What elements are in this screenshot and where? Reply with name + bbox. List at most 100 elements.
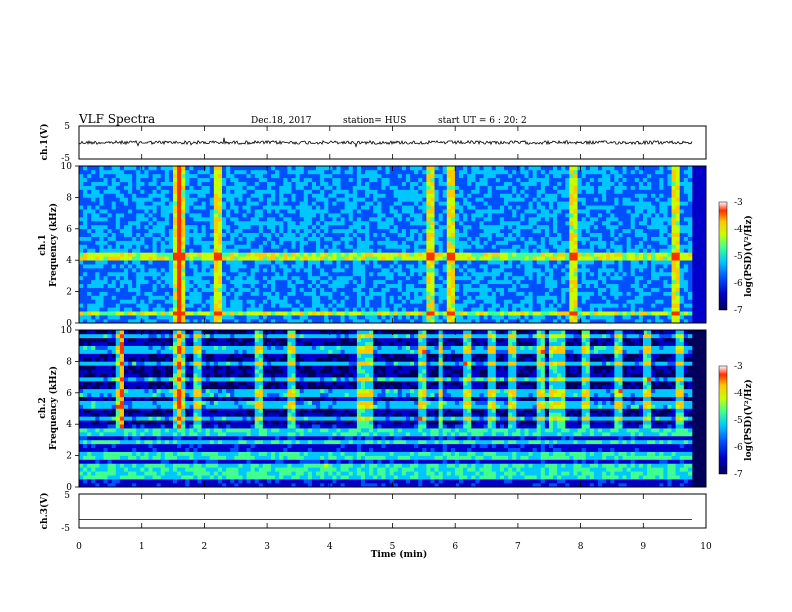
spectrogram-cell — [426, 205, 431, 210]
spectrogram-cell — [250, 264, 256, 269]
spectrogram-cell — [487, 311, 493, 316]
spectrogram-cell — [87, 287, 92, 292]
spectrogram-cell — [426, 177, 431, 182]
spectrogram-cell — [442, 205, 448, 210]
spectrogram-cell — [381, 173, 386, 179]
spectrogram-cell — [156, 319, 162, 323]
spectrogram-cell — [258, 193, 264, 198]
spectrogram-cell — [287, 193, 292, 198]
spectrogram-cell — [140, 205, 145, 210]
spectrogram-cell — [393, 173, 399, 179]
spectrogram-cell — [369, 220, 374, 226]
spectrogram-cell — [557, 319, 562, 323]
spectrogram-cell — [467, 256, 472, 261]
spectrogram-cell — [83, 244, 88, 249]
spectrogram-cell — [328, 260, 333, 265]
spectrogram-cell — [450, 213, 456, 218]
spectrogram-cell — [581, 275, 587, 281]
spectrogram-cell — [389, 299, 394, 304]
spectrogram-cell — [99, 283, 104, 288]
spectrogram-cell — [585, 287, 591, 292]
spectrogram-cell — [132, 315, 137, 320]
spectrogram-cell — [107, 268, 112, 273]
spectrogram-cell — [540, 287, 546, 292]
spectrogram-cell — [426, 303, 431, 308]
spectrogram-cell — [389, 220, 394, 226]
spectrogram-cell — [201, 311, 206, 316]
spectrogram-cell — [79, 315, 84, 320]
spectrogram-cell — [91, 232, 96, 237]
spectrogram-cell — [454, 307, 460, 312]
spectrogram-cell — [393, 201, 399, 206]
spectrogram-cell — [373, 264, 378, 269]
spectrogram-cell — [111, 287, 117, 292]
spectrogram-cell — [295, 252, 300, 257]
spectrogram-cell — [132, 189, 137, 194]
spectrogram-cell — [491, 177, 497, 182]
spectrogram-cell — [548, 275, 554, 281]
spectrogram-cell — [213, 169, 219, 175]
spectrogram-cell — [336, 279, 341, 285]
spectrogram-cell — [348, 248, 354, 253]
spectrogram-cell — [152, 185, 157, 190]
spectrogram-cell — [499, 275, 505, 281]
spectrogram-cell — [540, 295, 546, 300]
spectrogram-cell — [385, 307, 390, 312]
spectrogram-cell — [418, 260, 423, 265]
spectrogram-cell — [454, 232, 460, 237]
spectrogram-cell — [213, 287, 219, 292]
spectrogram-cell — [140, 287, 145, 292]
spectrogram-cell — [414, 295, 419, 300]
spectrogram-cell — [548, 287, 554, 292]
spectrogram-cell — [242, 275, 247, 281]
spectrogram-cell — [242, 252, 247, 257]
spectrogram-cell — [140, 197, 145, 202]
spectrogram-cell — [156, 209, 162, 214]
spectrogram-cell — [99, 220, 104, 226]
spectrogram-cell — [185, 205, 190, 210]
spectrogram-cell — [234, 248, 239, 253]
spectrogram-cell — [316, 311, 321, 316]
spectrogram-cell — [508, 240, 513, 245]
spectrogram-cell — [508, 197, 513, 202]
spectrogram-cell — [193, 240, 198, 245]
spectrogram-cell — [414, 303, 419, 308]
spectrogram-cell — [336, 224, 341, 230]
spectrogram-cell — [279, 287, 284, 292]
spectrogram-cell — [577, 193, 582, 198]
spectrogram-cell — [250, 315, 256, 320]
spectrogram-cell — [581, 224, 587, 230]
spectrogram-cell — [160, 268, 166, 273]
spectrogram-cell — [561, 228, 566, 234]
spectrogram-cell — [144, 201, 149, 206]
spectrogram-cell — [479, 224, 484, 230]
spectrogram-cell — [373, 232, 378, 237]
spectrogram-cell — [532, 275, 538, 281]
spectrogram-cell — [107, 295, 112, 300]
spectrogram-cell — [508, 260, 513, 265]
spectrogram-cell — [91, 279, 96, 285]
spectrogram-cell — [115, 201, 121, 206]
spectrogram-cell — [201, 209, 206, 214]
spectrogram-cell — [557, 166, 562, 171]
spectrogram-cell — [250, 279, 256, 285]
spectrogram-cell — [87, 240, 92, 245]
spectrogram-cell — [577, 295, 582, 300]
spectrogram-cell — [181, 264, 186, 269]
spectrogram-cell — [365, 169, 370, 175]
spectrogram-cell — [283, 291, 288, 296]
spectrogram-cell — [336, 319, 341, 323]
spectrogram-cell — [479, 217, 484, 222]
spectrogram-cell — [516, 220, 521, 226]
spectrogram-cell — [540, 319, 546, 323]
spectrogram-cell — [520, 209, 525, 214]
spectrogram-cell — [459, 315, 464, 320]
spectrogram-cell — [332, 287, 337, 292]
spectrogram-cell — [426, 315, 431, 320]
spectrogram-cell — [201, 205, 206, 210]
spectrogram-cell — [414, 217, 419, 222]
spectrogram-cell — [217, 166, 223, 171]
spectrogram-cell — [459, 197, 464, 202]
spectrogram-cell — [520, 252, 525, 257]
spectrogram-cell — [475, 248, 480, 253]
